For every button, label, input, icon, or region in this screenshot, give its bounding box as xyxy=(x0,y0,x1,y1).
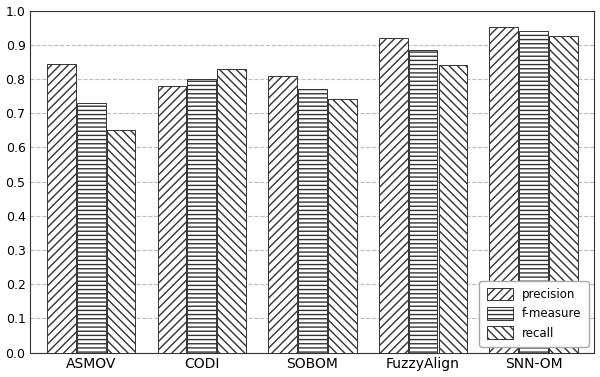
Bar xyxy=(490,27,518,352)
Bar xyxy=(519,31,548,352)
Bar xyxy=(439,64,467,352)
Bar xyxy=(77,103,106,352)
Bar xyxy=(217,69,246,352)
Bar xyxy=(328,99,356,352)
Bar xyxy=(158,86,187,352)
Bar xyxy=(268,76,297,352)
Bar xyxy=(298,89,327,352)
Bar xyxy=(47,64,76,352)
Bar xyxy=(409,50,437,352)
Bar xyxy=(549,35,578,352)
Bar xyxy=(379,38,407,352)
Bar xyxy=(107,130,136,352)
Bar xyxy=(187,79,216,352)
Legend: precision, f-measure, recall: precision, f-measure, recall xyxy=(479,280,589,347)
